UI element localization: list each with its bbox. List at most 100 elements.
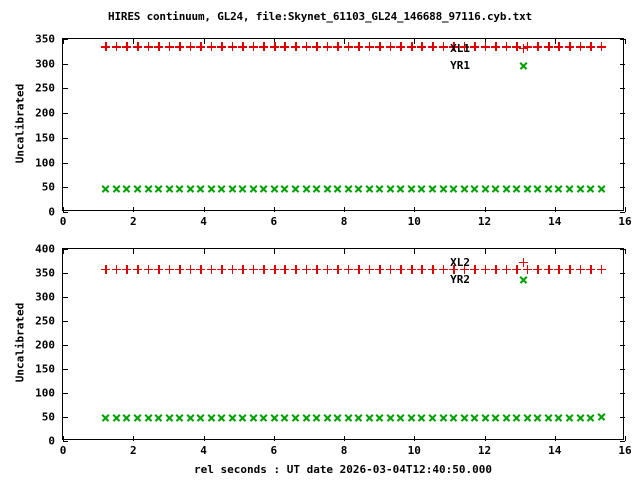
x-tick-label: 10 xyxy=(407,215,421,228)
data-point-XL2 xyxy=(185,264,195,274)
data-point-XL2 xyxy=(375,264,385,274)
data-point-XL1 xyxy=(565,41,574,51)
data-point-YR1 xyxy=(396,184,405,193)
data-point-YR2 xyxy=(249,413,258,422)
data-point-XL2 xyxy=(364,264,374,274)
y-tick-bottom xyxy=(63,369,68,370)
data-point-XL2 xyxy=(175,264,185,274)
y-tick-right-top xyxy=(620,212,625,213)
data-point-YR1 xyxy=(291,184,300,193)
data-point-XL2 xyxy=(554,264,564,274)
data-point-YR2 xyxy=(112,413,121,422)
x-tick-label: 12 xyxy=(477,444,492,457)
data-point-YR2 xyxy=(228,413,237,422)
data-point-XL2 xyxy=(206,264,216,274)
y-tick-label: 100 xyxy=(35,156,55,170)
data-point-XL1 xyxy=(185,41,195,51)
data-point-XL1 xyxy=(248,41,258,51)
y-tick-bottom xyxy=(63,345,68,346)
data-point-YR2 xyxy=(133,413,142,422)
x-tick-top-bottom xyxy=(203,249,205,254)
x-tick-top xyxy=(414,207,416,212)
data-point-XL2 xyxy=(132,264,142,274)
y-tick-label: 300 xyxy=(35,57,55,71)
y-tick-label: 150 xyxy=(35,362,55,376)
data-point-XL2 xyxy=(322,264,332,274)
x-tick-bottom xyxy=(414,436,416,441)
panel-bottom: 0 50 100 150 200 250 300 350 400 0 2 4 6 8 10 12 14 16 Un… xyxy=(0,240,640,480)
y-tick-bottom xyxy=(63,417,68,418)
data-point-YR1 xyxy=(597,184,606,193)
panel-top: 0 50 100 150 200 250 300 350 0 2 4 6 8 10 12 14 16 Uncal… xyxy=(0,0,640,240)
data-point-XL2 xyxy=(470,264,480,274)
data-point-YR2 xyxy=(122,413,131,422)
y-tick-label: 0 xyxy=(48,205,55,219)
page-title: HIRES continuum, GL24, file:Skynet_61103… xyxy=(108,10,532,23)
data-point-YR2 xyxy=(470,413,479,422)
y-tick-right-bottom xyxy=(620,369,625,370)
data-point-YR2 xyxy=(312,413,321,422)
data-point-YR2 xyxy=(449,413,458,422)
data-point-XL2 xyxy=(512,264,522,274)
data-point-YR2 xyxy=(512,413,521,422)
data-point-XL2 xyxy=(196,264,206,274)
data-point-XL1 xyxy=(132,41,142,51)
x-tick-top-bottom xyxy=(344,249,345,254)
data-point-XL2 xyxy=(491,264,501,274)
y-tick-label: 300 xyxy=(35,290,55,304)
data-point-XL2 xyxy=(480,264,490,274)
x-tick-bottom xyxy=(63,436,64,441)
x-axis-title: rel seconds : UT date 2026-03-04T12:40:5… xyxy=(193,463,492,476)
y-tick-top xyxy=(63,212,68,213)
data-point-YR1 xyxy=(133,184,142,193)
y-tick-label: 150 xyxy=(35,131,55,145)
x-tick-top-bottom xyxy=(273,249,275,254)
data-point-YR2 xyxy=(333,413,342,422)
data-point-YR2 xyxy=(597,412,606,421)
data-point-XL1 xyxy=(491,41,501,51)
data-point-YR1 xyxy=(449,184,458,193)
data-point-YR2 xyxy=(554,413,563,422)
data-point-XL1 xyxy=(217,41,227,51)
data-point-XL1 xyxy=(238,41,248,51)
data-point-YR1 xyxy=(544,184,553,193)
x-tick-label: 0 xyxy=(59,215,67,228)
y-tick-top xyxy=(63,113,68,115)
x-tick-top xyxy=(63,207,64,212)
y-tick-label: 250 xyxy=(35,81,55,95)
data-point-XL2 xyxy=(227,264,237,274)
data-point-XL1 xyxy=(354,41,364,51)
data-point-YR1 xyxy=(533,184,542,193)
y-tick-bottom xyxy=(63,273,68,274)
y-tick-right-bottom xyxy=(620,273,625,274)
data-point-YR2 xyxy=(544,413,553,422)
data-point-YR1 xyxy=(165,184,174,193)
data-point-YR1 xyxy=(481,184,490,193)
data-point-XL1 xyxy=(385,41,395,51)
y-tick-label: 50 xyxy=(41,180,55,194)
data-point-XL1 xyxy=(596,41,606,51)
data-point-YR1 xyxy=(576,184,585,193)
y-tick-bottom xyxy=(63,393,68,394)
legend-sample-XL1 xyxy=(500,43,546,53)
data-point-XL2 xyxy=(501,264,511,274)
y-tick-right-top xyxy=(620,162,625,164)
data-point-YR1 xyxy=(344,184,353,193)
data-point-YR2 xyxy=(323,413,332,422)
x-tick-top-bottom xyxy=(133,249,135,254)
data-point-XL1 xyxy=(111,41,121,51)
data-point-YR1 xyxy=(502,184,511,193)
data-point-XL2 xyxy=(238,264,248,274)
data-point-YR2 xyxy=(259,413,268,422)
data-point-XL1 xyxy=(143,41,153,51)
y-tick-label: 100 xyxy=(35,386,55,400)
data-point-XL2 xyxy=(543,264,553,274)
data-point-XL2 xyxy=(396,264,406,274)
y-tick-right-bottom xyxy=(620,441,625,442)
data-point-YR2 xyxy=(428,413,437,422)
x-tick-label: 0 xyxy=(59,444,67,457)
data-point-XL2 xyxy=(291,264,301,274)
y-tick-right-bottom xyxy=(620,345,625,346)
x-tick-top xyxy=(344,207,345,212)
